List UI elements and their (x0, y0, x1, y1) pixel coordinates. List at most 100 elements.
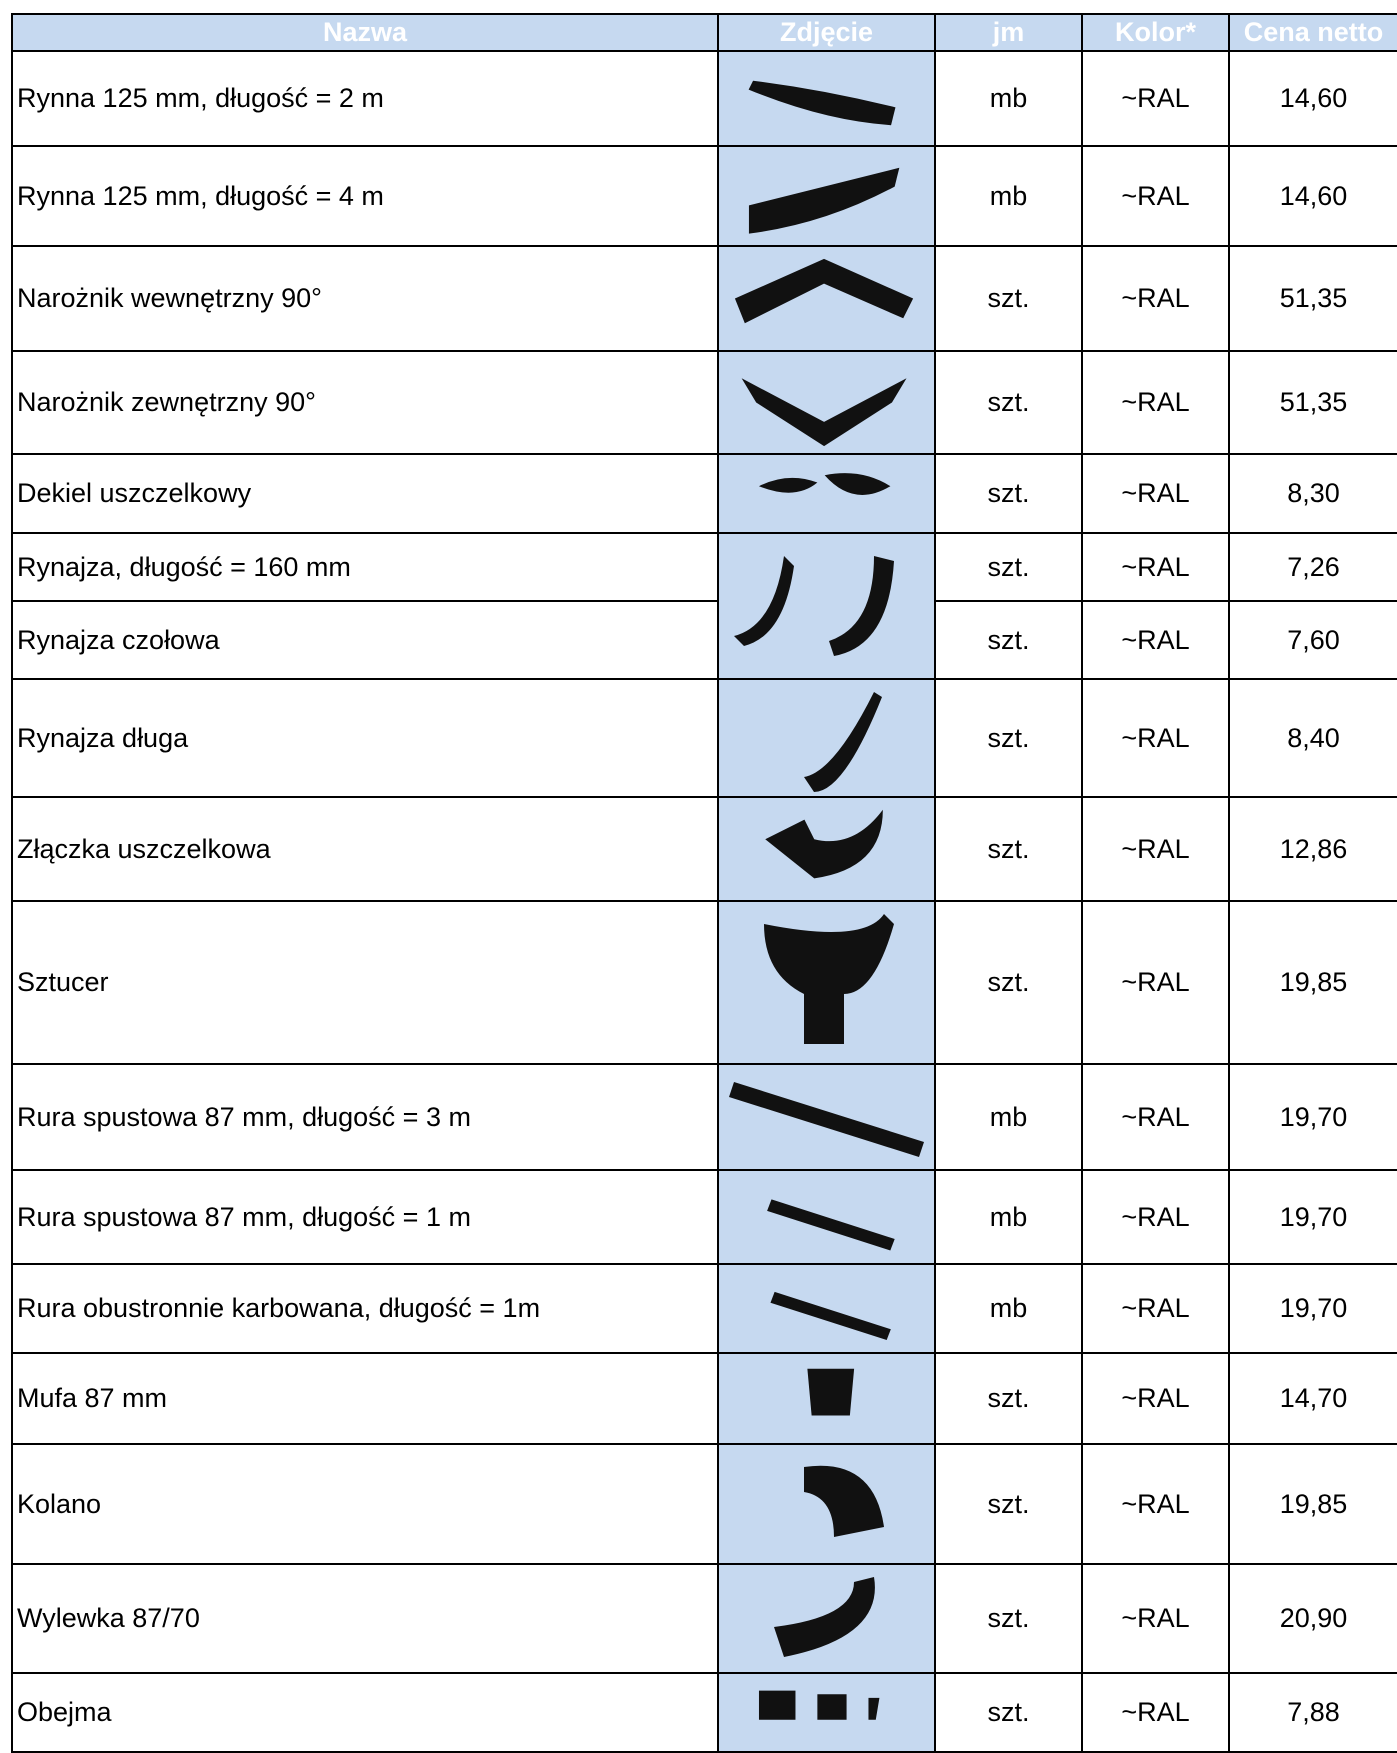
unit: szt. (934, 1352, 1083, 1445)
product-photo (717, 245, 936, 352)
color: ~RAL (1081, 453, 1230, 534)
table-row: Obejma szt. ~RAL 7,88 (11, 1672, 1397, 1753)
product-silhouette (748, 167, 900, 234)
net-price: 19,85 (1228, 1443, 1397, 1565)
unit: szt. (934, 245, 1083, 352)
product-silhouette (748, 80, 896, 126)
color: ~RAL (1081, 900, 1230, 1065)
net-price: 7,60 (1228, 600, 1397, 680)
product-silhouette (764, 914, 894, 1044)
unit: mb (934, 1263, 1083, 1354)
net-price: 14,70 (1228, 1352, 1397, 1445)
unit: szt. (934, 532, 1083, 602)
table-row: Rura spustowa 87 mm, długość = 1 m mb ~RAL… (11, 1169, 1397, 1265)
product-photo (717, 1563, 936, 1674)
color: ~RAL (1081, 600, 1230, 680)
product-name: Rynna 125 mm, długość = 2 m (11, 50, 719, 147)
product-silhouette (770, 1291, 891, 1341)
net-price: 8,40 (1228, 678, 1397, 798)
photo-shape (765, 809, 883, 879)
product-name: Rynajza, długość = 160 mm (11, 532, 719, 602)
table-row: Rynna 125 mm, długość = 2 m mb ~RAL 14,60 (11, 50, 1397, 147)
price-table: Nazwa Zdjęcie jm Kolor* Cena netto Rynna 125… (11, 13, 1397, 1753)
unit: szt. (934, 1563, 1083, 1674)
photo-shape (767, 1199, 895, 1251)
color: ~RAL (1081, 1169, 1230, 1265)
product-name: Rynajza długa (11, 678, 719, 798)
product-silhouette (765, 809, 883, 879)
photo-shape (804, 692, 882, 792)
product-photo (717, 1063, 936, 1171)
product-silhouette (767, 1199, 895, 1251)
table-row: Złączka uszczelkowa szt. ~RAL 12,86 (11, 796, 1397, 902)
product-name: Narożnik zewnętrzny 90° (11, 350, 719, 455)
net-price: 19,70 (1228, 1063, 1397, 1171)
unit: szt. (934, 350, 1083, 455)
photo-shape (770, 1291, 891, 1341)
unit: szt. (934, 900, 1083, 1065)
product-silhouette (804, 692, 882, 792)
product-name: Rynna 125 mm, długość = 4 m (11, 145, 719, 247)
product-photo (717, 1263, 936, 1354)
column-header: Cena netto (1228, 13, 1397, 52)
product-name: Złączka uszczelkowa (11, 796, 719, 902)
product-silhouette (807, 1368, 855, 1416)
net-price: 20,90 (1228, 1563, 1397, 1674)
table-row: Rynna 125 mm, długość = 4 m mb ~RAL 14,60 (11, 145, 1397, 247)
color: ~RAL (1081, 1563, 1230, 1674)
unit: mb (934, 145, 1083, 247)
net-price: 51,35 (1228, 350, 1397, 455)
product-name: Kolano (11, 1443, 719, 1565)
table-row: Rura obustronnie karbowana, długość = 1m… (11, 1263, 1397, 1354)
photo-shape (807, 1368, 855, 1416)
table-row: Mufa 87 mm szt. ~RAL 14,70 (11, 1352, 1397, 1445)
unit: mb (934, 1169, 1083, 1265)
product-photo (717, 1443, 936, 1565)
photo-shape (729, 1082, 924, 1157)
product-photo (717, 900, 936, 1065)
product-name: Rura obustronnie karbowana, długość = 1m (11, 1263, 719, 1354)
product-name: Obejma (11, 1672, 719, 1753)
unit: mb (934, 50, 1083, 147)
product-photo (717, 1672, 936, 1753)
photo-shape (748, 80, 896, 126)
net-price: 8,30 (1228, 453, 1397, 534)
column-header: Kolor* (1081, 13, 1230, 52)
table-row: Wylewka 87/70 szt. ~RAL 20,90 (11, 1563, 1397, 1674)
product-photo (717, 350, 936, 455)
product-silhouette (758, 1690, 880, 1720)
net-price: 14,60 (1228, 50, 1397, 147)
table-row: Kolano szt. ~RAL 19,85 (11, 1443, 1397, 1565)
color: ~RAL (1081, 1443, 1230, 1565)
product-silhouette (741, 378, 907, 447)
table-row: Dekiel uszczelkowy szt. ~RAL 8,30 (11, 453, 1397, 534)
product-name: Sztucer (11, 900, 719, 1065)
table-row: Rynajza czołowa szt. ~RAL 7,60 (11, 600, 1397, 680)
product-silhouette (758, 473, 891, 495)
unit: szt. (934, 678, 1083, 798)
product-name: Dekiel uszczelkowy (11, 453, 719, 534)
product-photo (717, 678, 936, 798)
product-silhouette (774, 1577, 875, 1657)
product-name: Rura spustowa 87 mm, długość = 3 m (11, 1063, 719, 1171)
photo-shape (774, 1577, 875, 1657)
photo-shape (741, 378, 907, 447)
unit: szt. (934, 1672, 1083, 1753)
photo-shape (734, 556, 894, 656)
color: ~RAL (1081, 1063, 1230, 1171)
product-silhouette (734, 258, 914, 324)
product-name: Wylewka 87/70 (11, 1563, 719, 1674)
net-price: 19,85 (1228, 900, 1397, 1065)
column-header: Nazwa (11, 13, 719, 52)
table-row: Narożnik wewnętrzny 90° szt. ~RAL 51,35 (11, 245, 1397, 352)
product-photo (717, 1169, 936, 1265)
photo-shape (748, 167, 900, 234)
product-photo (717, 145, 936, 247)
photo-shape (734, 258, 914, 324)
photo-shape (804, 1465, 884, 1537)
color: ~RAL (1081, 1263, 1230, 1354)
product-photo (717, 453, 936, 534)
product-photo (717, 532, 936, 680)
net-price: 19,70 (1228, 1263, 1397, 1354)
